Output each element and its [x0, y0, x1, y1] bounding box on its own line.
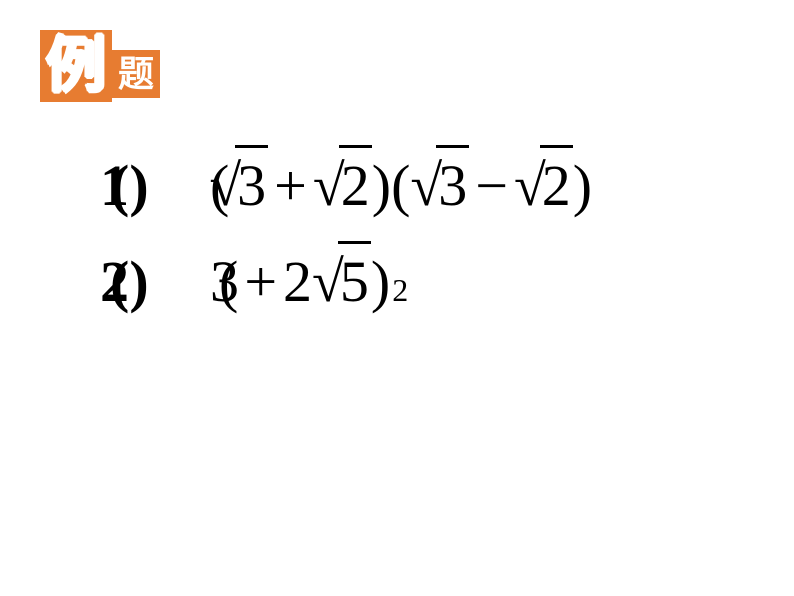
problem-2-expression: 3(+2√5)2	[210, 241, 408, 319]
problem-1-expression: (√3+√2)(√3−√2)	[210, 145, 592, 223]
problem-2: 2 () 3(+2√5)2	[100, 241, 592, 319]
operator: +	[274, 148, 307, 223]
example-badge: 例 题	[40, 30, 160, 102]
problem-2-marker: 2 ()	[100, 244, 210, 319]
sqrt-term: √3	[410, 145, 469, 223]
problem-1: 1 () (√3+√2)(√3−√2)	[100, 145, 592, 223]
exponent: 2	[392, 270, 408, 312]
parenthesis: (	[391, 148, 410, 223]
sqrt-term: √2	[514, 145, 573, 223]
badge-ti-char: 题	[112, 50, 160, 98]
operator: −	[475, 148, 508, 223]
operator: +	[244, 244, 277, 319]
parenthesis: (	[219, 244, 238, 319]
badge-li-char: 例	[40, 30, 112, 102]
parenthesis: )	[371, 244, 390, 319]
sqrt-term: √2	[313, 145, 372, 223]
number: 2	[283, 244, 312, 319]
parenthesis: )	[372, 148, 391, 223]
sqrt-term: √5	[312, 241, 371, 319]
math-content: 1 () (√3+√2)(√3−√2) 2 () 3(+2√5)2	[100, 145, 592, 338]
problem-1-marker: 1 ()	[100, 148, 210, 223]
parenthesis: )	[573, 148, 592, 223]
sqrt-term: √3	[209, 145, 268, 223]
